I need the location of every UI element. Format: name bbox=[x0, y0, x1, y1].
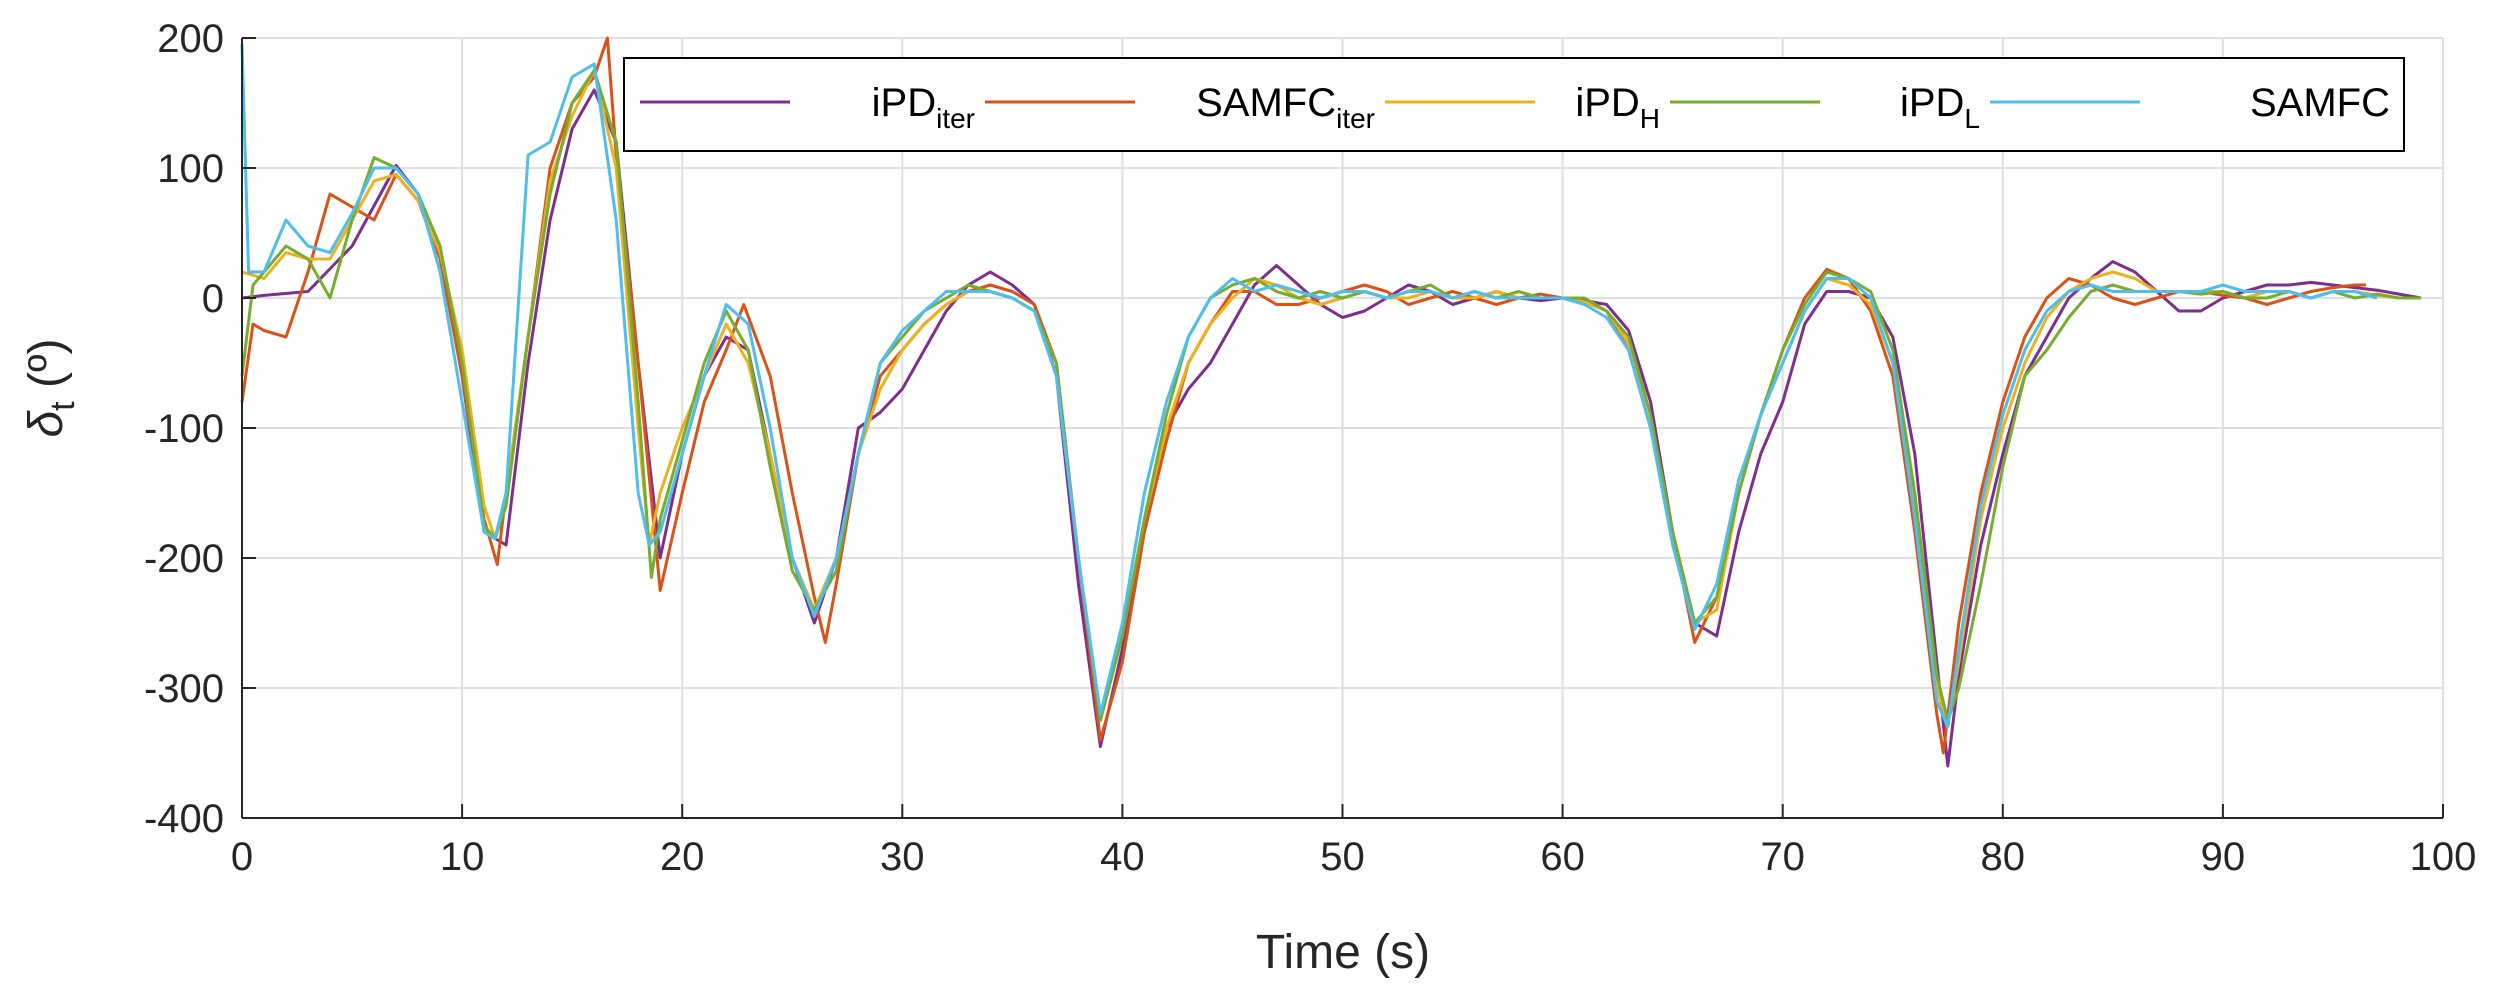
legend-label: iPDiter bbox=[872, 81, 975, 134]
tick-labels: 0 10 20 30 40 50 60 70 80 90 100 -400 -300 -200 -100 0 1… bbox=[144, 17, 2476, 879]
legend-label: SAMFCiter bbox=[1196, 81, 1375, 134]
x-tick-label: 40 bbox=[1100, 835, 1145, 879]
legend-item-2: iPDH bbox=[1385, 81, 1660, 134]
legend-box bbox=[623, 57, 2405, 152]
series-line-0 bbox=[241, 88, 2422, 768]
series-lines bbox=[240, 36, 2422, 768]
x-tick-label: 70 bbox=[1760, 835, 1805, 879]
x-tick-label: 30 bbox=[880, 835, 925, 879]
y-tick-label: -300 bbox=[144, 667, 224, 711]
legend-name: SAMFC bbox=[2250, 81, 2390, 125]
x-axis-label: Time (s) bbox=[1256, 926, 1430, 979]
legend-label: SAMFC bbox=[2250, 81, 2390, 125]
x-tick-label: 10 bbox=[440, 835, 485, 879]
legend-label: iPDL bbox=[1900, 81, 1980, 134]
legend-name: iPD bbox=[872, 81, 936, 125]
x-tick-label: 80 bbox=[1981, 835, 2026, 879]
x-tick-label: 90 bbox=[2201, 835, 2246, 879]
x-tick-label: 0 bbox=[231, 835, 253, 879]
y-axis-symbol: δ bbox=[20, 409, 73, 437]
legend-item-0: iPDiter bbox=[640, 81, 975, 134]
legend-name: iPD bbox=[1575, 81, 1639, 125]
legend-subscript: iter bbox=[1336, 103, 1375, 134]
y-tick-label: 100 bbox=[157, 147, 224, 191]
legend-subscript: iter bbox=[936, 103, 975, 134]
y-axis-subscript: t bbox=[44, 401, 82, 411]
y-axis-label: δt (º) bbox=[20, 339, 82, 438]
legend-item-4: SAMFC bbox=[1990, 81, 2390, 125]
axes bbox=[241, 37, 2444, 819]
y-tick-label: 200 bbox=[157, 17, 224, 61]
y-axis-unit: (º) bbox=[20, 339, 73, 402]
x-tick-label: 50 bbox=[1320, 835, 1365, 879]
series-line-4 bbox=[240, 44, 2378, 729]
x-tick-label: 60 bbox=[1540, 835, 1585, 879]
legend-item-1: SAMFCiter bbox=[985, 81, 1375, 134]
y-tick-label: -100 bbox=[144, 407, 224, 451]
legend-subscript: H bbox=[1640, 103, 1660, 134]
legend-subscript: L bbox=[1964, 103, 1980, 134]
y-tick-label: -200 bbox=[144, 537, 224, 581]
grid bbox=[241, 37, 2444, 819]
x-tick-label: 100 bbox=[2410, 835, 2477, 879]
legend-label: iPDH bbox=[1575, 81, 1660, 134]
legend-name: SAMFC bbox=[1196, 81, 1336, 125]
y-tick-label: 0 bbox=[202, 277, 224, 321]
legend-name: iPD bbox=[1900, 81, 1964, 125]
legend-item-3: iPDL bbox=[1670, 81, 1980, 134]
x-tick-label: 20 bbox=[660, 835, 705, 879]
legend: iPDiter SAMFCiter iPDH iPDL SAMFC bbox=[623, 57, 2405, 152]
y-tick-label: -400 bbox=[144, 797, 224, 841]
